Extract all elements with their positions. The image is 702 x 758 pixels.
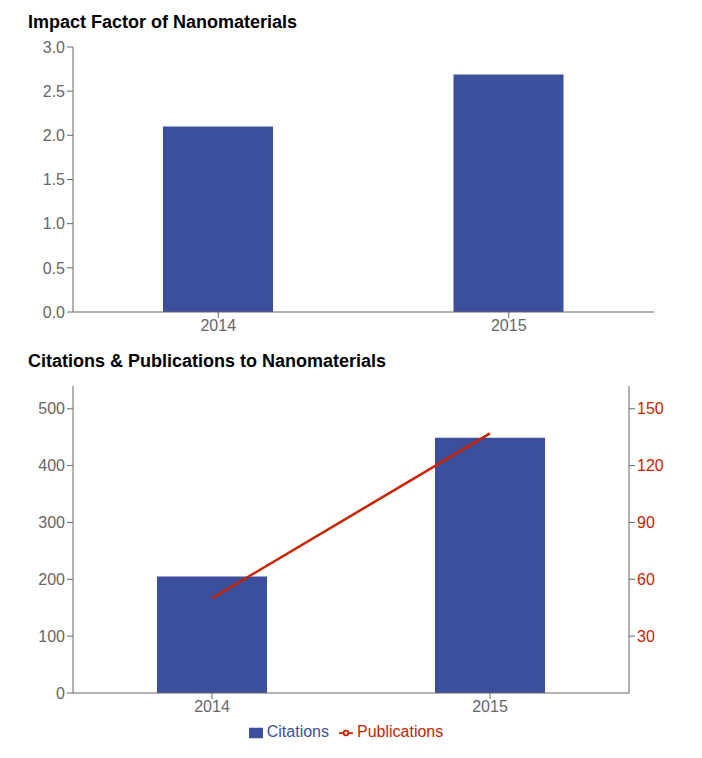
svg-text:100: 100 — [38, 628, 65, 645]
svg-text:2.0: 2.0 — [43, 127, 65, 144]
svg-text:400: 400 — [38, 457, 65, 474]
svg-text:0.0: 0.0 — [43, 304, 65, 321]
svg-text:300: 300 — [38, 514, 65, 531]
svg-text:200: 200 — [38, 571, 65, 588]
svg-text:2015: 2015 — [472, 698, 508, 715]
svg-text:90: 90 — [637, 514, 655, 531]
svg-text:2015: 2015 — [491, 317, 527, 334]
html-text:Impact Factor of Nanomaterials: Impact Factor of Nanomaterials — [28, 12, 298, 32]
svg-text:60: 60 — [637, 571, 655, 588]
svg-text:150: 150 — [637, 400, 664, 417]
svg-text:500: 500 — [38, 400, 65, 417]
svg-text:0.5: 0.5 — [43, 260, 65, 277]
svg-text:0: 0 — [56, 685, 65, 702]
svg-text:2014: 2014 — [194, 698, 230, 715]
svg-text:120: 120 — [637, 457, 664, 474]
svg-text:1.5: 1.5 — [43, 171, 65, 188]
html-text:Citations: Citations — [266, 723, 329, 740]
svg-text:3.0: 3.0 — [43, 39, 65, 56]
html-text:Citations & Publications to Na: Citations & Publications to Nanomaterial… — [28, 351, 387, 371]
svg-text:1.0: 1.0 — [43, 215, 65, 232]
html-text:Publications: Publications — [357, 723, 444, 740]
svg-text:30: 30 — [637, 628, 655, 645]
svg-text:2014: 2014 — [200, 317, 236, 334]
svg-text:2.5: 2.5 — [43, 83, 65, 100]
